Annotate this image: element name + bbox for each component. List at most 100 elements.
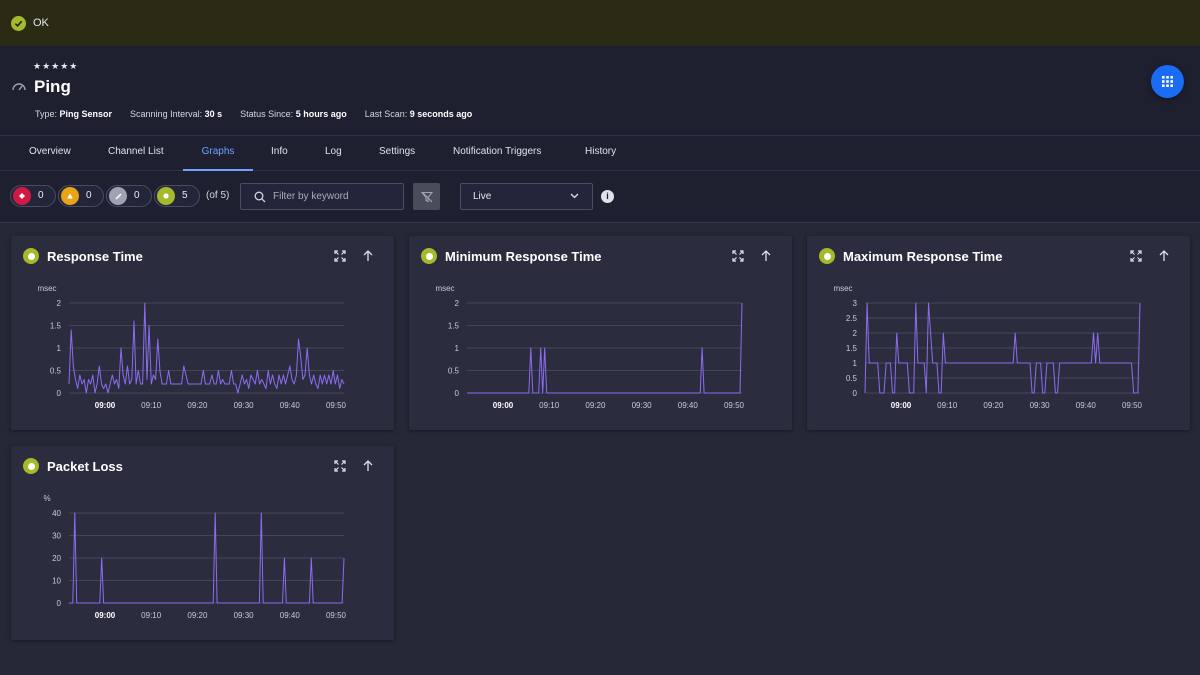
x-tick-label: 09:30 <box>234 611 255 620</box>
filter-paused-button[interactable]: 0 <box>106 185 152 207</box>
chevron-down-icon <box>570 193 579 199</box>
x-tick-label: 09:40 <box>280 401 301 410</box>
y-tick-label: 0 <box>57 389 62 398</box>
series-line <box>69 512 345 604</box>
graphs-toolbar: 0 0 0 5 (of 5) Filter by keyword Live i <box>0 171 1200 223</box>
arrow-up-icon[interactable] <box>363 460 373 472</box>
tab-log[interactable]: Log <box>325 146 342 157</box>
y-tick-label: 1 <box>57 344 62 353</box>
chart-title: Packet Loss <box>47 459 123 474</box>
x-tick-label: 09:00 <box>493 401 514 410</box>
y-tick-label: 0.5 <box>50 367 62 376</box>
up-status-icon <box>23 458 39 474</box>
chart-plot: msec 0 0.5 1 1.5 2 09:00 09:10 09:20 09:30 09:40 09… <box>37 284 347 410</box>
filter-warning-button[interactable]: 0 <box>58 185 104 207</box>
apps-menu-button[interactable] <box>1151 65 1184 98</box>
x-tick-label: 09:50 <box>326 401 347 410</box>
x-tick-label: 09:00 <box>95 401 116 410</box>
warning-status-icon <box>61 187 79 205</box>
y-tick-label: 30 <box>52 532 61 541</box>
series-line <box>68 302 345 394</box>
x-tick-label: 09:00 <box>95 611 116 620</box>
page-title: Ping <box>34 77 71 96</box>
up-status-icon <box>157 187 175 205</box>
x-tick-label: 09:20 <box>187 611 208 620</box>
chart-plot: msec 0 0.5 1 1.5 2 09:00 09:10 09:20 09:30 09:40 09… <box>435 284 745 410</box>
y-tick-label: 2 <box>57 299 62 308</box>
chart-title: Response Time <box>47 249 143 264</box>
y-tick-label: 0.5 <box>448 367 460 376</box>
y-tick-label: 10 <box>52 577 61 586</box>
y-tick-label: 0 <box>57 599 62 608</box>
x-tick-label: 09:00 <box>891 401 912 410</box>
expand-icon[interactable] <box>1130 250 1142 262</box>
meta-type: Type: Ping Sensor <box>35 109 113 119</box>
tab-channel-list[interactable]: Channel List <box>108 146 164 157</box>
meta-status-since: Status Since: 5 hours ago <box>240 109 347 119</box>
check-circle-icon <box>11 15 26 31</box>
x-tick-label: 09:30 <box>234 401 255 410</box>
grid-icon <box>1162 76 1173 87</box>
y-tick-label: 0.5 <box>846 374 858 383</box>
tab-bar: Overview Channel List Graphs Info Log Se… <box>0 136 1200 171</box>
time-range-value: Live <box>473 191 492 202</box>
clear-filter-button[interactable] <box>413 183 440 210</box>
chart-card: Maximum Response Time msec 0 0.5 1 1.5 2 2.5 3 0… <box>807 236 1190 430</box>
chart-plot: % 0 10 20 30 40 09:00 09:10 09:20 09:30 09:40 09:50 <box>43 494 346 620</box>
tab-history[interactable]: History <box>585 146 617 157</box>
y-tick-label: 1 <box>455 344 460 353</box>
chart-card: Response Time msec 0 0.5 1 1.5 2 09:00 09:10 09:… <box>11 236 394 430</box>
search-icon <box>254 191 266 203</box>
x-tick-label: 09:40 <box>678 401 699 410</box>
filter-down-button[interactable]: 0 <box>10 185 56 207</box>
up-status-icon <box>819 248 835 264</box>
chart-title: Minimum Response Time <box>445 249 602 264</box>
chart-card: Minimum Response Time msec 0 0.5 1 1.5 2 09:00… <box>409 236 792 430</box>
x-tick-label: 09:20 <box>585 401 606 410</box>
info-icon[interactable]: i <box>601 190 614 203</box>
y-tick-label: 1.5 <box>846 344 858 353</box>
chart-title: Maximum Response Time <box>843 249 1003 264</box>
sensor-header: ★★★★★ Ping Type: Ping Sensor Scanning In… <box>0 46 1200 136</box>
x-tick-label: 09:10 <box>141 611 162 620</box>
up-status-icon <box>23 248 39 264</box>
time-range-select[interactable]: Live <box>460 183 593 210</box>
y-tick-label: 2.5 <box>846 314 858 323</box>
y-axis-unit: msec <box>833 284 852 293</box>
tab-overview[interactable]: Overview <box>29 146 71 157</box>
x-tick-label: 09:50 <box>724 401 745 410</box>
expand-icon[interactable] <box>334 250 346 262</box>
arrow-up-icon[interactable] <box>363 250 373 262</box>
y-tick-label: 1.5 <box>50 322 62 331</box>
y-axis-unit: msec <box>37 284 56 293</box>
arrow-up-icon[interactable] <box>761 250 771 262</box>
tab-notification-triggers[interactable]: Notification Triggers <box>453 146 542 157</box>
tab-graphs[interactable]: Graphs <box>183 136 253 171</box>
tab-info[interactable]: Info <box>271 146 288 157</box>
x-tick-label: 09:40 <box>1076 401 1097 410</box>
filter-placeholder: Filter by keyword <box>273 191 349 202</box>
ping-sensor-icon <box>11 80 27 98</box>
keyword-filter-input[interactable]: Filter by keyword <box>240 183 404 210</box>
x-tick-label: 09:50 <box>1122 401 1143 410</box>
total-count: (of 5) <box>206 190 230 201</box>
down-status-icon <box>13 187 31 205</box>
expand-icon[interactable] <box>334 460 346 472</box>
arrow-up-icon[interactable] <box>1159 250 1169 262</box>
x-tick-label: 09:40 <box>280 611 301 620</box>
filter-off-icon <box>420 191 433 202</box>
y-tick-label: 1 <box>853 359 858 368</box>
series-line <box>864 302 1141 394</box>
filter-up-button[interactable]: 5 <box>154 185 200 207</box>
x-tick-label: 09:30 <box>1030 401 1051 410</box>
paused-status-icon <box>109 187 127 205</box>
up-status-icon <box>421 248 437 264</box>
y-tick-label: 1.5 <box>448 322 460 331</box>
chart-plot: msec 0 0.5 1 1.5 2 2.5 3 09:00 09:10 09:20 09:30 09:… <box>833 284 1143 410</box>
tab-settings[interactable]: Settings <box>379 146 416 157</box>
x-tick-label: 09:20 <box>187 401 208 410</box>
x-tick-label: 09:30 <box>632 401 653 410</box>
x-tick-label: 09:20 <box>983 401 1004 410</box>
expand-icon[interactable] <box>732 250 744 262</box>
priority-stars[interactable]: ★★★★★ <box>33 61 79 71</box>
